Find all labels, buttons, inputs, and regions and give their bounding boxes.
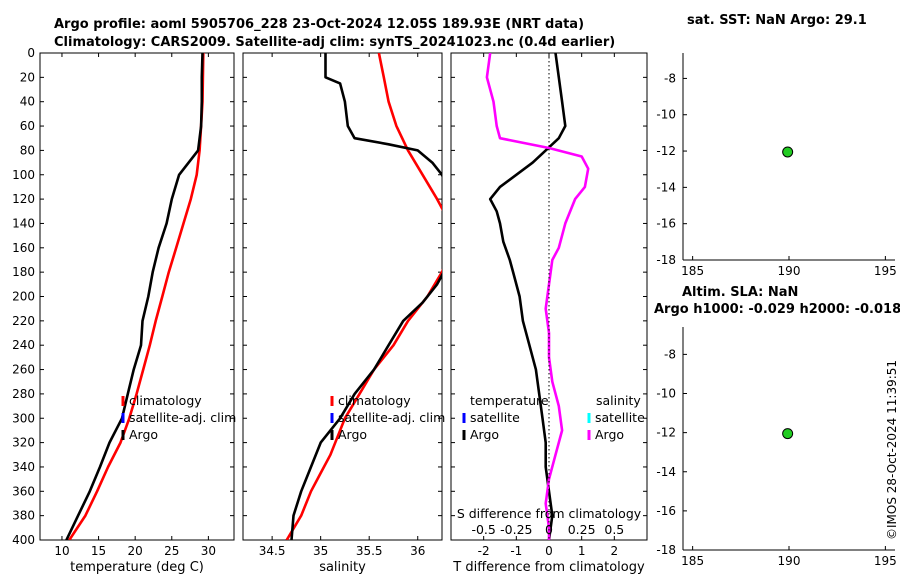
y-tick-label: 400: [12, 533, 35, 547]
y-tick-label: -16: [656, 504, 676, 518]
x-tick-label: 35.5: [356, 544, 383, 558]
x-tick-label: 34.5: [259, 544, 286, 558]
legend-argo-label: Argo: [338, 427, 367, 442]
x-tick-label: 35: [313, 544, 328, 558]
series-argo: [65, 53, 204, 540]
y-tick-label: 100: [12, 168, 35, 182]
y-tick-label: 80: [20, 143, 35, 157]
x-tick-label: 10: [54, 544, 69, 558]
legend-climatology-label: climatology: [129, 393, 202, 408]
legend-argo-label: Argo: [129, 427, 158, 442]
legend-salinity-label: satellite: [595, 410, 645, 425]
y-tick-label: 0: [27, 46, 35, 60]
legend-salinity-title: salinity: [596, 393, 641, 408]
s-tick-label: 0.25: [568, 522, 596, 537]
y-tick-label: -18: [656, 253, 676, 267]
y-tick-label: -16: [656, 217, 676, 231]
figure-title-line1: Argo profile: aoml 5905706_228 23-Oct-20…: [54, 17, 584, 32]
x-tick-label: -1: [510, 544, 522, 558]
s-tick-label: -0.25: [500, 522, 532, 537]
legend-temperature-label: satellite: [470, 410, 520, 425]
y-tick-label: 60: [20, 119, 35, 133]
x-tick-label: 190: [778, 264, 801, 278]
legend-salinity-label: Argo: [595, 427, 624, 442]
x-tick-label: 185: [681, 554, 704, 568]
salinity-panel: 34.5 35 35.5 36 salinity climatology satellite…: [242, 52, 445, 575]
x-tick-label: 20: [128, 544, 143, 558]
y-tick-label: -8: [664, 347, 676, 361]
y-tick-label: 20: [20, 70, 35, 84]
series-climatology: [68, 53, 205, 540]
salinity-diff-axis-label: S difference from climatology: [457, 506, 642, 521]
s-tick-label: 0.5: [604, 522, 624, 537]
y-tick-label: 240: [12, 338, 35, 352]
x-tick-label: 25: [164, 544, 179, 558]
y-tick-label: 340: [12, 460, 35, 474]
series-s-argo: [485, 53, 590, 540]
y-tick-label: 220: [12, 314, 35, 328]
y-tick-label: 280: [12, 387, 35, 401]
x-tick-label: 36: [410, 544, 425, 558]
legend-satellite-adj-label: satellite-adj. clim: [129, 410, 236, 425]
series-t-argo: [488, 53, 567, 540]
x-tick-label: 30: [201, 544, 216, 558]
legend-temperature-title: temperature: [470, 393, 549, 408]
y-tick-label: -12: [656, 426, 676, 440]
y-tick-label: 120: [12, 192, 35, 206]
x-axis-label: temperature (deg C): [70, 560, 204, 575]
y-tick-label: -10: [656, 387, 676, 401]
y-tick-label: 380: [12, 509, 35, 523]
x-tick-label: -2: [478, 544, 490, 558]
y-tick-label: 40: [20, 95, 35, 109]
y-tick-label: -8: [664, 71, 676, 85]
sst-map-title: sat. SST: NaN Argo: 29.1: [687, 13, 867, 28]
x-tick-label: 15: [91, 544, 106, 558]
y-tick-label: 320: [12, 436, 35, 450]
sst-map-panel: -8 -10 -12 -14 -16 -18 185 190 195: [656, 53, 897, 278]
legend-temperature-label: Argo: [470, 427, 499, 442]
y-tick-label: -12: [656, 144, 676, 158]
s-tick-label: 0: [545, 522, 553, 537]
legend-satellite-adj-label: satellite-adj. clim: [338, 410, 445, 425]
argo-location-marker: [782, 146, 794, 158]
x-tick-label: 1: [578, 544, 586, 558]
y-tick-label: 260: [12, 363, 35, 377]
y-tick-label: -14: [656, 465, 676, 479]
x-axis-label: T difference from climatology: [452, 560, 645, 575]
series-argo: [290, 53, 442, 540]
y-tick-label: 140: [12, 216, 35, 230]
y-tick-label: 300: [12, 411, 35, 425]
y-tick-label: 200: [12, 290, 35, 304]
plot-frame: [39, 52, 235, 541]
x-tick-label: 0: [545, 544, 553, 558]
x-tick-label: 2: [611, 544, 619, 558]
s-tick-label: -0.5: [471, 522, 495, 537]
x-tick-label: 190: [778, 554, 801, 568]
x-tick-label: 195: [874, 264, 897, 278]
figure-title-line2: Climatology: CARS2009. Satellite-adj cli…: [54, 35, 615, 50]
y-tick-label: 360: [12, 484, 35, 498]
y-tick-label: -14: [656, 180, 676, 194]
x-axis-label: salinity: [319, 560, 366, 575]
y-tick-label: -18: [656, 543, 676, 557]
sla-map-panel: -8 -10 -12 -14 -16 -18 185 190 195: [656, 327, 897, 568]
sla-map-title-line2: Argo h1000: -0.029 h2000: -0.018: [654, 302, 900, 317]
plot-frame: [242, 52, 443, 541]
y-tick-label: 160: [12, 241, 35, 255]
y-tick-label: 180: [12, 265, 35, 279]
x-tick-label: 185: [681, 264, 704, 278]
legend-climatology-label: climatology: [338, 393, 411, 408]
imos-watermark: ©IMOS 28-Oct-2024 11:39:51: [885, 360, 899, 540]
argo-location-marker: [782, 428, 794, 440]
temperature-panel: 0 20 40 60 80 100 120 140 160 180 200 220 240 260 280 3…: [12, 46, 236, 575]
sla-map-title-line1: Altim. SLA: NaN: [682, 285, 798, 300]
x-tick-label: 195: [874, 554, 897, 568]
difference-panel: -2 -1 0 1 2 T difference from climatology temp…: [450, 52, 648, 575]
y-tick-label: -10: [656, 108, 676, 122]
